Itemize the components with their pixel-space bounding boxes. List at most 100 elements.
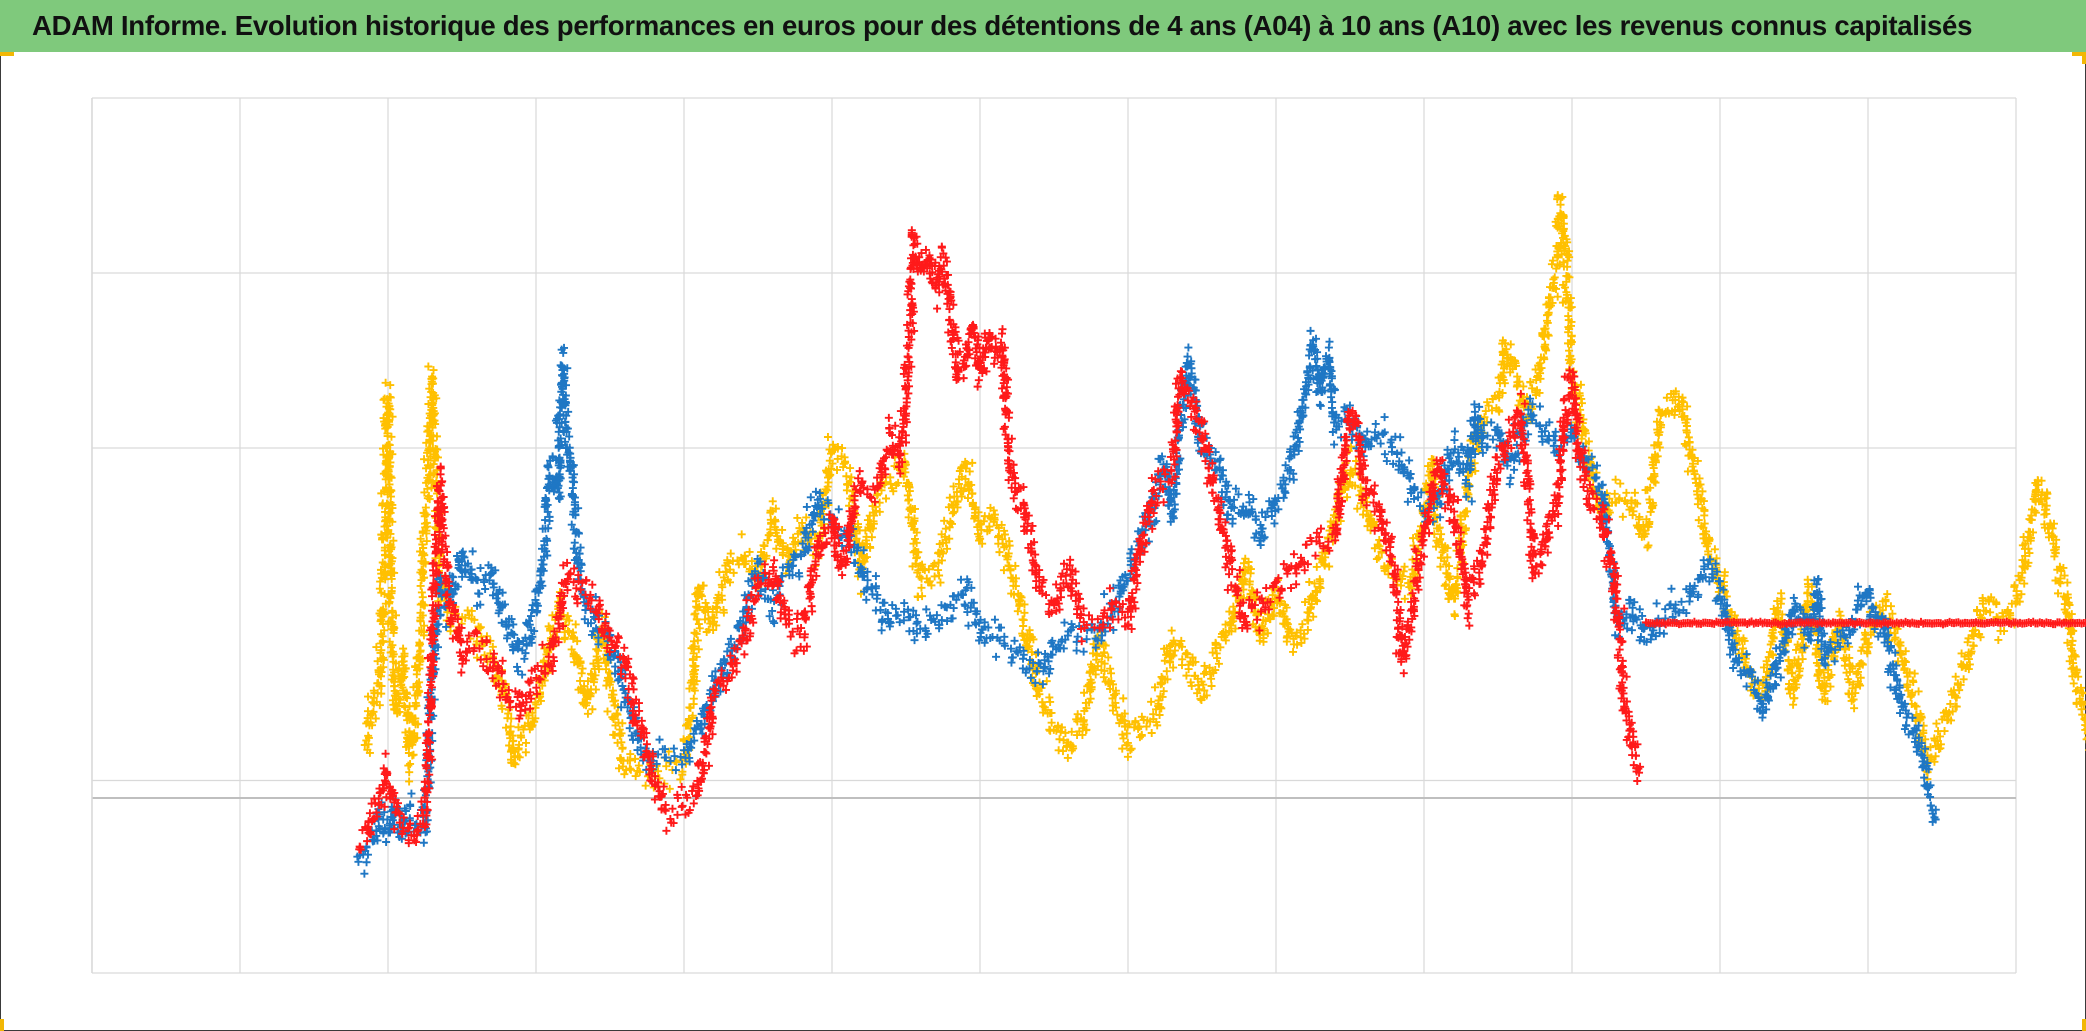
- data-point-marker: [945, 493, 954, 502]
- data-point-marker: [513, 662, 522, 671]
- data-point-marker: [467, 606, 476, 615]
- data-point-marker: [430, 391, 439, 400]
- title-bar: ADAM Informe. Evolution historique des p…: [0, 0, 2086, 52]
- data-point-marker: [590, 664, 599, 673]
- data-point-marker: [685, 703, 694, 712]
- data-point-marker: [389, 628, 398, 637]
- data-point-marker: [420, 455, 429, 464]
- data-point-marker: [418, 593, 427, 602]
- data-point-marker: [416, 534, 425, 543]
- data-point-marker: [1910, 669, 1919, 678]
- data-point-marker: [572, 652, 581, 661]
- data-point-marker: [1228, 519, 1237, 528]
- data-point-marker: [385, 561, 394, 570]
- data-point-marker: [582, 701, 591, 710]
- corner-mark-top-right: [2072, 52, 2086, 56]
- data-point-marker: [1167, 626, 1176, 635]
- data-point-marker: [390, 568, 399, 577]
- data-point-marker: [570, 538, 579, 547]
- data-point-marker: [470, 615, 479, 624]
- data-point-marker: [431, 452, 440, 461]
- data-point-marker: [635, 768, 644, 777]
- data-point-marker: [655, 735, 664, 744]
- data-point-marker: [387, 589, 396, 598]
- data-point-marker: [570, 478, 579, 487]
- data-point-marker: [383, 411, 392, 420]
- data-point-marker: [407, 789, 416, 798]
- data-point-marker: [1229, 602, 1238, 611]
- data-point-marker: [360, 869, 369, 878]
- data-point-marker: [520, 654, 529, 663]
- data-point-marker: [701, 598, 710, 607]
- data-point-marker: [383, 529, 392, 538]
- data-point-marker: [1054, 746, 1063, 755]
- data-point-marker: [385, 488, 394, 497]
- data-point-marker: [416, 657, 425, 666]
- data-point-marker: [1396, 581, 1405, 590]
- data-point-marker: [862, 595, 871, 604]
- data-point-marker: [703, 603, 712, 612]
- data-point-marker: [387, 486, 396, 495]
- data-point-marker: [421, 503, 430, 512]
- data-point-marker: [424, 362, 433, 371]
- data-point-marker: [583, 709, 592, 718]
- data-point-marker: [384, 404, 393, 413]
- data-point-marker: [935, 571, 944, 580]
- data-point-marker: [591, 685, 600, 694]
- data-point-marker: [436, 596, 445, 605]
- data-point-marker: [420, 512, 429, 521]
- data-point-marker: [378, 632, 387, 641]
- data-point-marker: [475, 589, 484, 598]
- data-point-marker: [936, 578, 945, 587]
- data-point-marker: [900, 599, 909, 608]
- data-point-marker: [1019, 616, 1028, 625]
- data-point-marker: [1073, 632, 1082, 641]
- data-point-marker: [388, 412, 397, 421]
- data-point-marker: [690, 637, 699, 646]
- data-point-marker: [536, 696, 545, 705]
- data-point-marker: [428, 372, 437, 381]
- data-point-marker: [366, 718, 375, 727]
- data-point-marker: [544, 463, 553, 472]
- data-point-marker: [641, 781, 650, 790]
- data-point-marker: [918, 592, 927, 601]
- data-point-marker: [1908, 676, 1917, 685]
- data-point-marker: [620, 770, 629, 779]
- data-point-marker: [508, 737, 517, 746]
- data-point-marker: [411, 662, 420, 671]
- data-point-marker: [1060, 618, 1069, 627]
- data-point-marker: [379, 535, 388, 544]
- data-point-marker: [1519, 382, 1528, 391]
- data-point-marker: [634, 761, 643, 770]
- data-point-marker: [416, 647, 425, 656]
- data-point-marker: [377, 530, 386, 539]
- data-point-marker: [386, 540, 395, 549]
- data-point-marker: [957, 492, 966, 501]
- data-point-marker: [418, 540, 427, 549]
- data-point-marker: [625, 756, 634, 765]
- data-point-marker: [386, 381, 395, 390]
- data-point-marker: [689, 661, 698, 670]
- data-point-marker: [719, 573, 728, 582]
- data-point-marker: [1932, 719, 1941, 728]
- data-point-marker: [1850, 704, 1859, 713]
- data-point-marker: [377, 681, 386, 690]
- data-point-marker: [684, 716, 693, 725]
- data-point-marker: [420, 519, 429, 528]
- data-point-marker: [2063, 578, 2072, 587]
- data-point-marker: [521, 748, 530, 757]
- data-point-marker: [737, 530, 746, 539]
- data-point-marker: [1506, 340, 1515, 349]
- data-point-marker: [419, 838, 428, 847]
- data-point-marker: [533, 606, 542, 615]
- data-point-marker: [468, 547, 477, 556]
- data-point-marker: [383, 443, 392, 452]
- data-point-marker: [719, 605, 728, 614]
- data-point-marker: [573, 637, 582, 646]
- data-point-marker: [1119, 694, 1128, 703]
- data-point-marker: [371, 714, 380, 723]
- data-point-marker: [910, 534, 919, 543]
- data-point-marker: [1986, 608, 1995, 617]
- data-point-marker: [1622, 488, 1631, 497]
- data-point-marker: [1045, 693, 1054, 702]
